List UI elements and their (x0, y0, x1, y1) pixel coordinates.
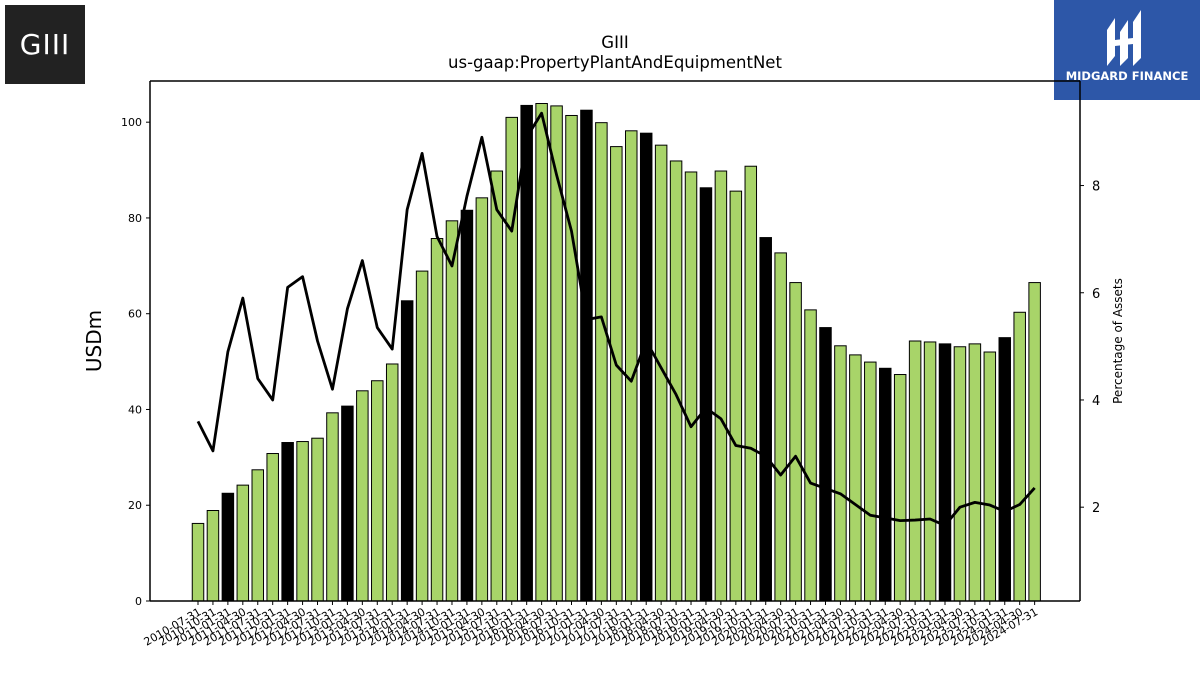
chart-subtitle: us-gaap:PropertyPlantAndEquipmentNet (448, 53, 782, 72)
bar (371, 380, 384, 602)
axes (146, 80, 1084, 605)
bar (908, 340, 922, 602)
bar (864, 361, 877, 602)
bar (490, 170, 504, 602)
giii-logo-text: GIII (19, 28, 71, 61)
bar (714, 170, 728, 602)
bar (998, 337, 1012, 602)
midgard-mark-icon (1107, 10, 1141, 66)
y-axis-label: USDm (82, 310, 106, 372)
line-series (196, 111, 1036, 527)
bar (774, 252, 787, 602)
y2-tick-label: 8 (1092, 180, 1100, 195)
bar (356, 390, 369, 602)
bar (610, 146, 623, 602)
bar (296, 441, 309, 602)
y2-tick-label: 4 (1092, 394, 1100, 409)
bar (819, 327, 832, 602)
bar (565, 114, 578, 602)
bar (759, 237, 772, 602)
bar (729, 190, 743, 602)
bar (221, 492, 235, 602)
percentage-line (196, 111, 1036, 527)
bar (400, 300, 414, 602)
bar (878, 367, 892, 602)
bar-series (191, 103, 1041, 602)
bar (1013, 311, 1026, 602)
bar (430, 238, 444, 602)
y2-tick-label: 6 (1092, 287, 1100, 302)
y-tick-label: 20 (128, 499, 142, 512)
bar (266, 453, 279, 602)
bar (206, 510, 220, 602)
giii-logo: GIII (5, 5, 85, 84)
bar (669, 160, 683, 602)
tick-labels: 02040608010024682010-07-312010-10-312011… (121, 116, 1100, 648)
bar (580, 109, 593, 602)
bar (475, 197, 489, 602)
bar (804, 309, 817, 602)
y-tick-label: 100 (121, 116, 142, 129)
bar (520, 104, 533, 602)
bar (744, 165, 758, 602)
midgard-finance-logo: MIDGARD FINANCE (1054, 0, 1200, 100)
y2-axis-label: Percentage of Assets (1111, 278, 1125, 404)
bar (460, 209, 474, 602)
bar (834, 345, 847, 602)
midgard-logo-text: MIDGARD FINANCE (1065, 69, 1189, 83)
bar (535, 103, 548, 602)
bar (983, 351, 997, 602)
bar (326, 412, 339, 602)
bar (281, 442, 294, 602)
bar (849, 354, 862, 602)
chart-title: GIII (601, 33, 628, 52)
y-tick-label: 40 (128, 403, 142, 416)
bar (595, 122, 608, 602)
bar (893, 374, 907, 602)
bar (684, 171, 698, 602)
y-tick-label: 0 (135, 595, 142, 608)
bar (191, 522, 205, 602)
bar (953, 346, 967, 602)
bar (311, 437, 324, 602)
bar (923, 341, 937, 602)
bar (251, 469, 265, 602)
bar (341, 405, 354, 602)
bar (968, 343, 982, 602)
bar (385, 363, 399, 602)
bar (789, 282, 802, 602)
bar (505, 116, 518, 602)
bar (415, 270, 429, 602)
bar (236, 484, 250, 602)
bar (625, 130, 638, 602)
bar (445, 220, 459, 602)
y-tick-label: 80 (128, 212, 142, 225)
bar (699, 187, 713, 602)
y-tick-label: 60 (128, 308, 142, 321)
bar (938, 343, 952, 602)
bar (639, 132, 653, 602)
y2-tick-label: 2 (1092, 501, 1100, 516)
bar (1028, 282, 1041, 602)
